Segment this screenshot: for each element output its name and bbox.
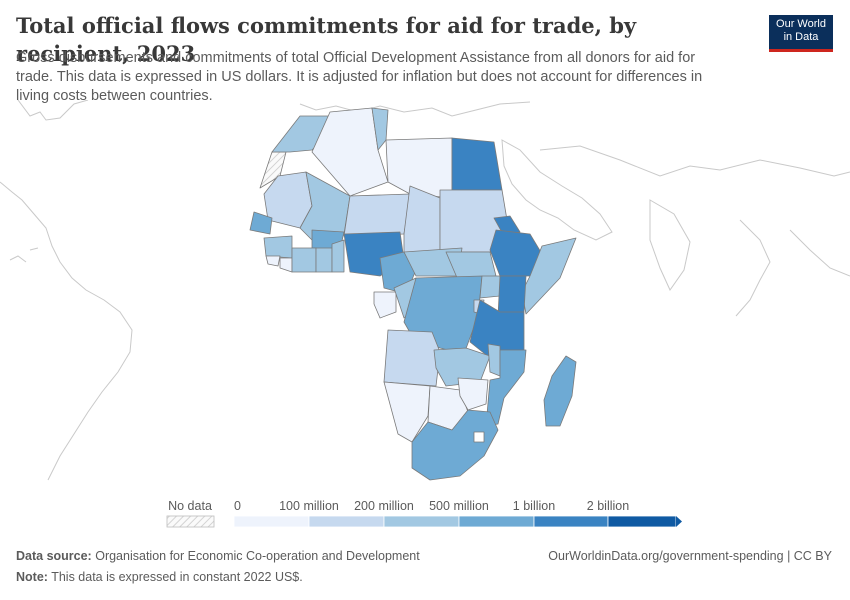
footer-source-text[interactable]: Organisation for Economic Co-operation a… — [95, 549, 420, 563]
legend-tick-label-3: 500 million — [429, 499, 489, 513]
country-liberia[interactable] — [279, 257, 293, 273]
logo-line-1: Our World — [776, 18, 826, 30]
legend-tick-label-2: 200 million — [354, 499, 414, 513]
africa-choropleth-map[interactable] — [0, 100, 850, 490]
footer-note-label: Note: — [16, 570, 48, 584]
country-south-africa[interactable] — [411, 409, 499, 481]
country-chad[interactable] — [403, 185, 441, 259]
legend-bin-3[interactable] — [458, 515, 535, 528]
footer-source-label: Data source: — [16, 549, 92, 563]
country-guinea[interactable] — [263, 235, 293, 259]
owid-logo[interactable]: Our World in Data — [769, 15, 833, 52]
country-lesotho[interactable] — [473, 431, 485, 443]
country-sierra-leone[interactable] — [265, 255, 281, 267]
legend-overflow-arrow — [676, 516, 682, 527]
legend-tick-label-1: 100 million — [279, 499, 339, 513]
country-togo-benin[interactable] — [331, 239, 345, 273]
footer-source: Data source: Organisation for Economic C… — [16, 549, 420, 563]
country-somalia[interactable] — [521, 237, 577, 315]
legend-tick-label-0: 0 — [234, 499, 241, 513]
country-zimbabwe[interactable] — [457, 377, 489, 411]
legend-no-data-swatch[interactable] — [166, 515, 215, 528]
legend-no-data-label: No data — [168, 499, 212, 513]
country-ghana[interactable] — [315, 247, 333, 273]
country-niger[interactable] — [343, 193, 411, 237]
india-outline — [649, 199, 691, 292]
legend-bin-5[interactable] — [607, 515, 677, 528]
country-libya[interactable] — [385, 137, 453, 199]
middle-east-outline — [501, 139, 613, 241]
country-egypt[interactable] — [451, 137, 503, 191]
americas-outline — [0, 181, 133, 481]
southeast-asia-outline — [735, 219, 850, 317]
country-uganda[interactable] — [479, 275, 501, 299]
legend-tick-label-5: 2 billion — [587, 499, 629, 513]
country-namibia[interactable] — [383, 381, 431, 443]
footer-note: Note: This data is expressed in constant… — [16, 570, 303, 584]
asia-outline — [539, 145, 850, 177]
chart-subtitle: Gross disbursements and commitments of t… — [16, 50, 703, 104]
legend-bin-0[interactable] — [233, 515, 310, 528]
caribbean-outline — [9, 247, 39, 263]
country-cote-divoire[interactable] — [291, 247, 317, 273]
country-angola[interactable] — [383, 329, 441, 387]
legend-bin-4[interactable] — [533, 515, 609, 528]
country-senegal[interactable] — [249, 211, 273, 235]
country-madagascar[interactable] — [543, 355, 577, 427]
country-eritrea[interactable] — [493, 215, 521, 237]
chart-title: Total official flows commitments for aid… — [16, 13, 637, 66]
logo-line-2: in Data — [783, 31, 819, 43]
legend-tick-label-4: 1 billion — [513, 499, 555, 513]
legend-bin-2[interactable] — [383, 515, 460, 528]
footer-note-text: This data is expressed in constant 2022 … — [51, 570, 303, 584]
legend-bin-1[interactable] — [308, 515, 385, 528]
map-legend: No data 0 100 million 200 million 500 milli… — [166, 499, 682, 528]
country-kenya[interactable] — [497, 275, 527, 317]
footer-url[interactable]: OurWorldinData.org/government-spending |… — [548, 549, 832, 563]
greenland-outline — [17, 100, 89, 121]
country-equatorial-guinea-gabon[interactable] — [373, 291, 397, 319]
country-malawi[interactable] — [487, 343, 501, 377]
europe-outline — [299, 101, 531, 117]
country-mozambique[interactable] — [485, 349, 527, 427]
